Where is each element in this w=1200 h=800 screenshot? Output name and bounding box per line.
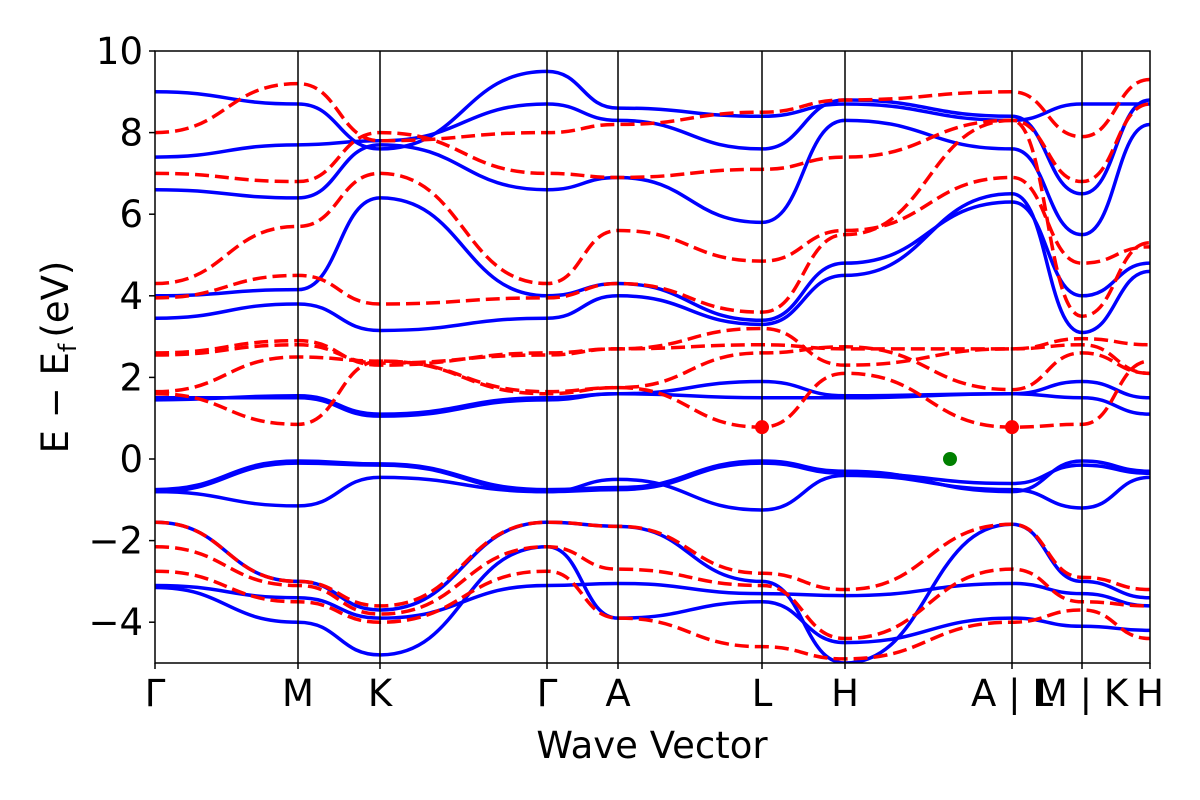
band-red-9 bbox=[155, 520, 1150, 608]
y-tick-label: 6 bbox=[119, 193, 143, 236]
x-tick-label: Γ bbox=[145, 672, 166, 715]
x-axis-label: Wave Vector bbox=[536, 724, 768, 767]
band-red-10 bbox=[155, 544, 1150, 641]
x-tick-label: K bbox=[368, 672, 394, 715]
band-red-11 bbox=[155, 569, 1150, 661]
y-label-main: E − E bbox=[34, 352, 77, 453]
band-blue-9 bbox=[155, 98, 1150, 196]
y-tick-label: 2 bbox=[119, 356, 143, 399]
plot-frame bbox=[154, 50, 1151, 664]
band-blue-8 bbox=[155, 118, 1150, 237]
marker-cbm-A bbox=[1005, 420, 1019, 435]
band-red-8 bbox=[155, 77, 1150, 143]
band-red-2 bbox=[155, 345, 1150, 394]
bands bbox=[155, 69, 1150, 663]
y-tick-label: −2 bbox=[88, 520, 143, 563]
x-tick-label: Γ bbox=[537, 672, 558, 715]
band-blue-3 bbox=[155, 473, 1150, 512]
band-blue-10 bbox=[155, 69, 1150, 151]
marker-vbm bbox=[943, 452, 957, 466]
band-blue-1 bbox=[155, 459, 1150, 494]
x-tick-label: H bbox=[1136, 672, 1164, 715]
y-tick-label: 8 bbox=[119, 112, 143, 155]
x-tick-label: L bbox=[752, 672, 773, 715]
band-red-1 bbox=[155, 359, 1150, 429]
band-red-7 bbox=[155, 102, 1150, 184]
y-tick-label: −4 bbox=[88, 601, 143, 644]
y-label-unit: (eV) bbox=[34, 261, 77, 338]
marker-cbm-L bbox=[755, 420, 769, 435]
band-red-6 bbox=[155, 171, 1150, 286]
y-tick-label: 10 bbox=[96, 30, 143, 73]
band-blue-6 bbox=[155, 192, 1150, 335]
x-tick-label: A bbox=[605, 672, 630, 715]
band-blue-5 bbox=[155, 391, 1150, 418]
kpoint-lines bbox=[297, 51, 1083, 663]
y-label-sub: f bbox=[54, 343, 82, 352]
y-tick-label: 4 bbox=[119, 275, 143, 318]
x-tick-label: A | L bbox=[971, 672, 1053, 715]
band-blue-12 bbox=[155, 581, 1150, 620]
y-tick-label: 0 bbox=[119, 438, 143, 481]
band-blue-2 bbox=[155, 461, 1150, 494]
x-tick-label: M bbox=[282, 672, 314, 715]
band-blue-7 bbox=[155, 196, 1150, 323]
y-axis: 10 8 6 4 2 0 −2 −4 bbox=[88, 30, 155, 644]
extrema-markers bbox=[755, 420, 1019, 466]
x-tick-label: M | K bbox=[1036, 672, 1130, 715]
y-axis-label: E − Ef (eV) bbox=[34, 261, 82, 454]
svg-text:E − Ef(eV): E − Ef (eV) bbox=[34, 261, 82, 454]
band-blue-11 bbox=[155, 520, 1150, 663]
band-red-4 bbox=[155, 326, 1150, 367]
x-tick-label: H bbox=[831, 672, 859, 715]
